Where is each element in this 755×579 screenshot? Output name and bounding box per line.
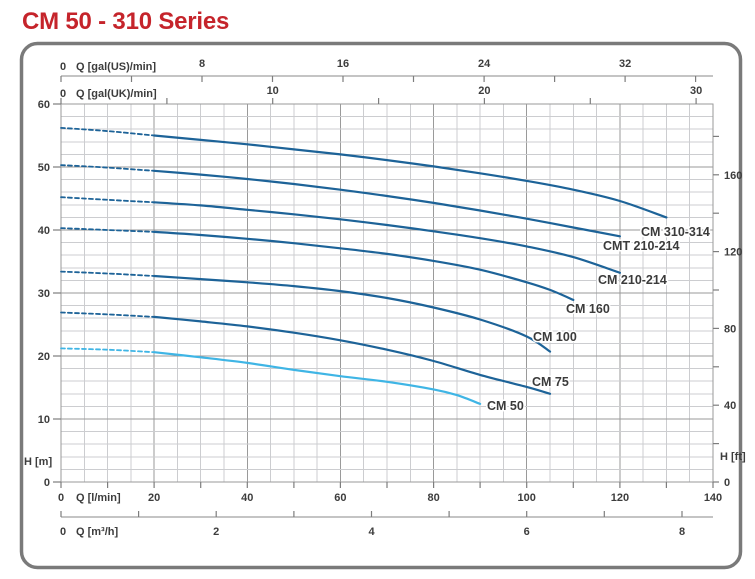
tick-label-l-min: 20 (148, 492, 160, 504)
axis-label-h-ft: H [ft] (720, 451, 746, 463)
tick-label-gal_us: 8 (199, 58, 205, 70)
tick-label-l-min: 80 (427, 492, 439, 504)
tick-label-h-m: 60 (38, 99, 50, 111)
curve-dashed-cmt-210-214 (60, 164, 155, 172)
curve-cmt-210-214 (153, 169, 621, 238)
curve-label-cm-210-214: CM 210-214 (598, 273, 667, 287)
curve-label-cm-160: CM 160 (566, 302, 610, 316)
curve-dashed-cm-160 (60, 227, 155, 233)
axis-left-h-m: 0 10 20 30 40 50 60 H [m] (24, 99, 61, 489)
tick-label-l-min: 60 (334, 492, 346, 504)
axis-label-m3_h: Q [m³/h] (76, 526, 118, 538)
tick-label-h-ft: 160 (724, 170, 742, 182)
curve-cm-50 (153, 351, 482, 405)
curve-dashed-cm-75 (60, 311, 155, 318)
tick-label-h-ft: 80 (724, 323, 736, 335)
axis-label-gal_us: Q [gal(US)/min] (76, 61, 156, 73)
page-title: CM 50 - 310 Series (22, 8, 229, 35)
tick-label-h-m: 10 (38, 414, 50, 426)
curve-dashed-cm-310-314 (60, 127, 155, 137)
curve-label-cm-75: CM 75 (532, 375, 569, 389)
tick-label-gal_us: 32 (619, 58, 631, 70)
tick-label-m3_h: 4 (368, 526, 375, 538)
tick-label-gal_uk: 20 (478, 85, 490, 97)
tick-label-gal_us: 0 (60, 61, 66, 73)
curve-label-cm-50: CM 50 (487, 399, 524, 413)
tick-label-gal_uk: 0 (60, 88, 66, 100)
axis-label-gal_uk: Q [gal(UK)/min] (76, 88, 157, 100)
tick-label-l-min: 0 (58, 492, 64, 504)
curve-label-cm-310-314: CM 310-314 (641, 225, 710, 239)
tick-label-h-ft: 40 (724, 400, 736, 412)
tick-label-gal_uk: 30 (690, 85, 702, 97)
curve-cm-210-214 (153, 201, 621, 274)
tick-label-h-ft: 0 (724, 477, 730, 489)
axis-right-h-ft: 0 40 80 120 160 H [ft] (713, 135, 746, 489)
tick-label-l-min: 120 (611, 492, 629, 504)
curve-dashed-cm-100 (60, 270, 155, 277)
curve-dashed-cm-210-214 (60, 196, 155, 204)
tick-label-l-min: 40 (241, 492, 253, 504)
tick-label-m3_h: 2 (213, 526, 219, 538)
curve-cm-160 (153, 230, 575, 301)
axis-bottom-l-min: 0 20 40 60 80 100 120 140 Q [l/min] (58, 482, 722, 504)
tick-label-gal_us: 24 (478, 58, 491, 70)
tick-label-h-m: 50 (38, 162, 50, 174)
axis-label-l-min: Q [l/min] (76, 492, 121, 504)
tick-label-m3_h: 0 (60, 526, 66, 538)
tick-label-h-m: 40 (38, 225, 50, 237)
tick-label-gal_us: 16 (337, 58, 349, 70)
tick-label-h-m: 30 (38, 288, 50, 300)
tick-label-l-min: 100 (518, 492, 536, 504)
tick-label-gal_uk: 10 (267, 85, 279, 97)
tick-label-m3_h: 6 (524, 526, 530, 538)
tick-label-l-min: 140 (704, 492, 722, 504)
curve-dashed-cm-50 (60, 347, 155, 354)
axis-label-h-m: H [m] (24, 456, 52, 468)
axis-gal_uk: 0 10 20 30 Q [gal(UK)/min] (60, 85, 702, 104)
axis-gal_us: 0 8 16 24 32 Q [gal(US)/min] (60, 58, 713, 82)
curve-cm-100 (153, 274, 552, 353)
curve-cm-310-314 (153, 134, 668, 219)
curve-label-cm-100: CM 100 (533, 330, 577, 344)
tick-label-h-m: 0 (44, 477, 50, 489)
axis-m3_h: 0 2 4 6 8 Q [m³/h] (60, 511, 713, 538)
tick-label-m3_h: 8 (679, 526, 685, 538)
tick-label-h-ft: 120 (724, 247, 742, 259)
curve-cm-75 (153, 315, 552, 395)
tick-label-h-m: 20 (38, 351, 50, 363)
curve-label-cmt-210-214: CMT 210-214 (603, 239, 679, 253)
